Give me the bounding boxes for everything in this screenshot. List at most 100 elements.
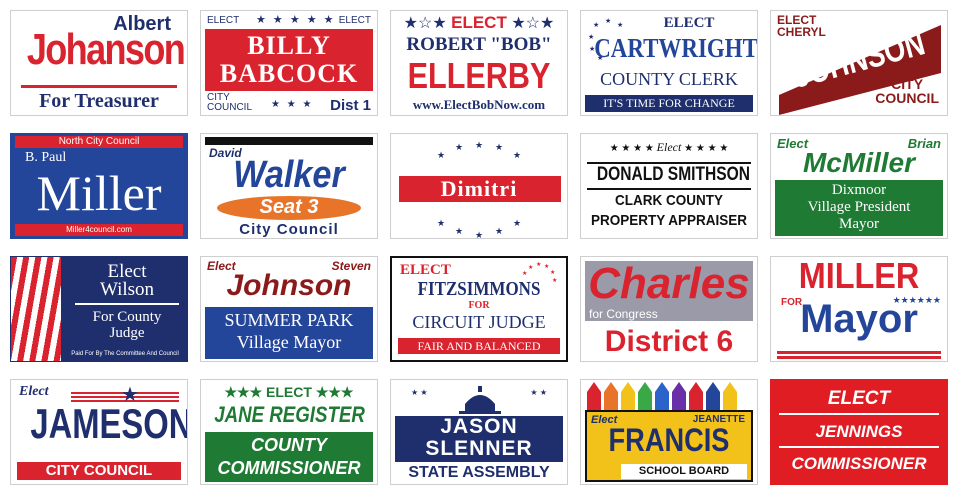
sign-miller-for-mayor: MILLER FOR ★★★★★★ Mayor — [770, 256, 948, 362]
sign-jane-register: ★★★ ELECT ★★★ JANE REGISTER COUNTY COMMI… — [200, 379, 378, 485]
last-name: BABCOCK — [219, 59, 359, 88]
svg-text:★: ★ — [513, 151, 521, 161]
sign-jennings: ELECT JENNINGS COMMISSIONER — [770, 379, 948, 485]
first-name: B. Paul — [25, 150, 67, 165]
office: CIRCUIT JUDGE — [412, 312, 546, 332]
office: for Congress — [589, 307, 658, 321]
sign-fitzsimmons: ELECT ★ ★ ★ ★ ★ ★ FITZSIMMONS FOR CIRCUIT J… — [390, 256, 568, 362]
name: JANE REGISTER — [214, 402, 365, 427]
stars-icon: ★ ★ ★ ★ — [609, 143, 657, 154]
office-line-2: COUNCIL — [207, 102, 253, 113]
name-panel — [205, 29, 373, 91]
top-bar — [205, 137, 373, 145]
elect-label: ELECT — [451, 13, 507, 32]
office: City Council — [239, 221, 339, 238]
office-line-2: Judge — [109, 325, 145, 341]
star-arc-icon: ★ ★ ★ ★ ★ ★ — [522, 262, 558, 284]
sign-dimitri: ★ ★ ★ ★ ★ ★ ★ ★ ★ ★ Dimitri — [390, 133, 568, 239]
last-name: Charles — [588, 259, 750, 308]
office-line-1: CITY — [207, 92, 230, 103]
last-name: MILLER — [798, 256, 920, 296]
office-line-2: PROPERTY APPRAISER — [590, 212, 748, 229]
last-name: JENNINGS — [815, 422, 903, 441]
crayons-icon — [587, 382, 737, 412]
office: For Treasurer — [39, 90, 159, 112]
stripes — [71, 392, 179, 402]
elect-right: ELECT — [338, 15, 371, 26]
office-line-2: Village Mayor — [236, 332, 342, 352]
last-name: ELLERBY — [407, 55, 551, 96]
stars-icon: ★ ★ ★ — [271, 99, 314, 110]
last-name: Wilson — [99, 279, 155, 300]
last-name: Dimitri — [440, 176, 518, 201]
elect-label: Elect — [656, 140, 682, 154]
district: Dist 1 — [330, 97, 371, 114]
elect-label: ELECT — [266, 384, 312, 400]
stripes — [777, 349, 941, 359]
stars-icon: ★★★ — [315, 384, 354, 400]
last-name: Walker — [233, 154, 345, 196]
first-name: Brian — [907, 136, 941, 151]
last-name: McMiller — [802, 147, 916, 178]
office-panel — [205, 432, 373, 482]
office: STATE ASSEMBLY — [408, 464, 550, 481]
office-line-2: Village President — [807, 199, 911, 215]
svg-text:★: ★ — [475, 231, 483, 239]
name-panel — [395, 416, 563, 462]
elect-label: ELECT — [777, 13, 817, 27]
for-label: FOR — [468, 300, 490, 311]
sign-bob-ellerby: ★☆★ ELECT ★☆★ ROBERT "BOB" ELLERBY www.E… — [390, 10, 568, 116]
gray-panel — [585, 261, 753, 321]
last-name: Miller — [36, 165, 162, 221]
office: SCHOOL BOARD — [621, 464, 747, 479]
first-name: BILLY — [247, 31, 331, 60]
website: www.ElectBobNow.com — [412, 97, 546, 112]
first-name: Albert — [113, 13, 171, 35]
flag-icon — [11, 257, 61, 361]
sign-charles: Charles for Congress District 6 — [580, 256, 758, 362]
divider — [21, 85, 177, 88]
disclaimer: Paid For By The Committee And Council — [71, 351, 179, 357]
stars-icon: ★★★ — [224, 384, 267, 400]
first-name: Steven — [331, 259, 371, 273]
seat: Seat 3 — [259, 196, 319, 218]
elect-label: Elect — [777, 136, 809, 151]
district: District 6 — [604, 325, 734, 358]
svg-text:★: ★ — [437, 151, 445, 161]
sign-brian-mcmiller: Elect Brian McMiller Dixmoor Village Pre… — [770, 133, 948, 239]
elect-label: ELECT — [663, 15, 715, 31]
svg-text:★: ★ — [475, 141, 483, 151]
stars-icon: ★ ★ ★ ★ ★ — [256, 14, 336, 26]
sign-jeanette-francis: Elect JEANETTE FRANCIS SCHOOL BOARD — [580, 379, 758, 485]
seat-oval — [217, 196, 361, 220]
name-frame — [587, 162, 751, 190]
sign-jason-slenner: ★ ★ ★ ★ JASON SLENNER STATE ASSEMBLY — [390, 379, 568, 485]
sign-jameson: Elect ★ JAMESON CITY COUNCIL — [10, 379, 188, 485]
last-name: Johnson — [226, 269, 352, 302]
first-name: JEANETTE — [692, 414, 745, 425]
elect-label: Elect — [591, 414, 618, 426]
office: Mayor — [800, 297, 918, 341]
sign-b-paul-miller: North City Council B. Paul Miller Miller… — [10, 133, 188, 239]
website: Miller4council.com — [15, 224, 183, 236]
svg-text:★: ★ — [513, 219, 521, 229]
office-line-1: CLARK COUNTY — [615, 192, 723, 209]
sign-cheryl-johnson: ELECT CHERYL JOHNSON CITY COUNCIL — [770, 10, 948, 116]
elect-label: Elect — [207, 259, 236, 273]
elect-label: ELECT — [400, 262, 451, 278]
star-ring-icon: ★ ★ ★ ★ ★ ★ ★ ★ ★ ★ — [399, 141, 561, 239]
divider — [779, 413, 939, 415]
slogan: IT'S TIME FOR CHANGE — [585, 95, 753, 112]
stars-icon: ★★★★★★ — [892, 295, 941, 305]
stars-icon: ★☆★ — [403, 15, 447, 32]
office: COMMISSIONER — [791, 454, 927, 473]
office-line-1: CITY — [891, 76, 924, 92]
stars-icon: ★ ★ ★ ★ — [684, 143, 729, 154]
office-line-2: COUNCIL — [875, 90, 939, 106]
slogan: FAIR AND BALANCED — [398, 338, 560, 354]
office: COUNTY CLERK — [600, 69, 738, 89]
office: CITY COUNCIL — [17, 462, 181, 480]
last-name: FITZSIMMONS — [417, 278, 541, 300]
svg-text:★: ★ — [455, 227, 463, 237]
sign-wilson: Elect Wilson For County Judge Paid For B… — [10, 256, 188, 362]
